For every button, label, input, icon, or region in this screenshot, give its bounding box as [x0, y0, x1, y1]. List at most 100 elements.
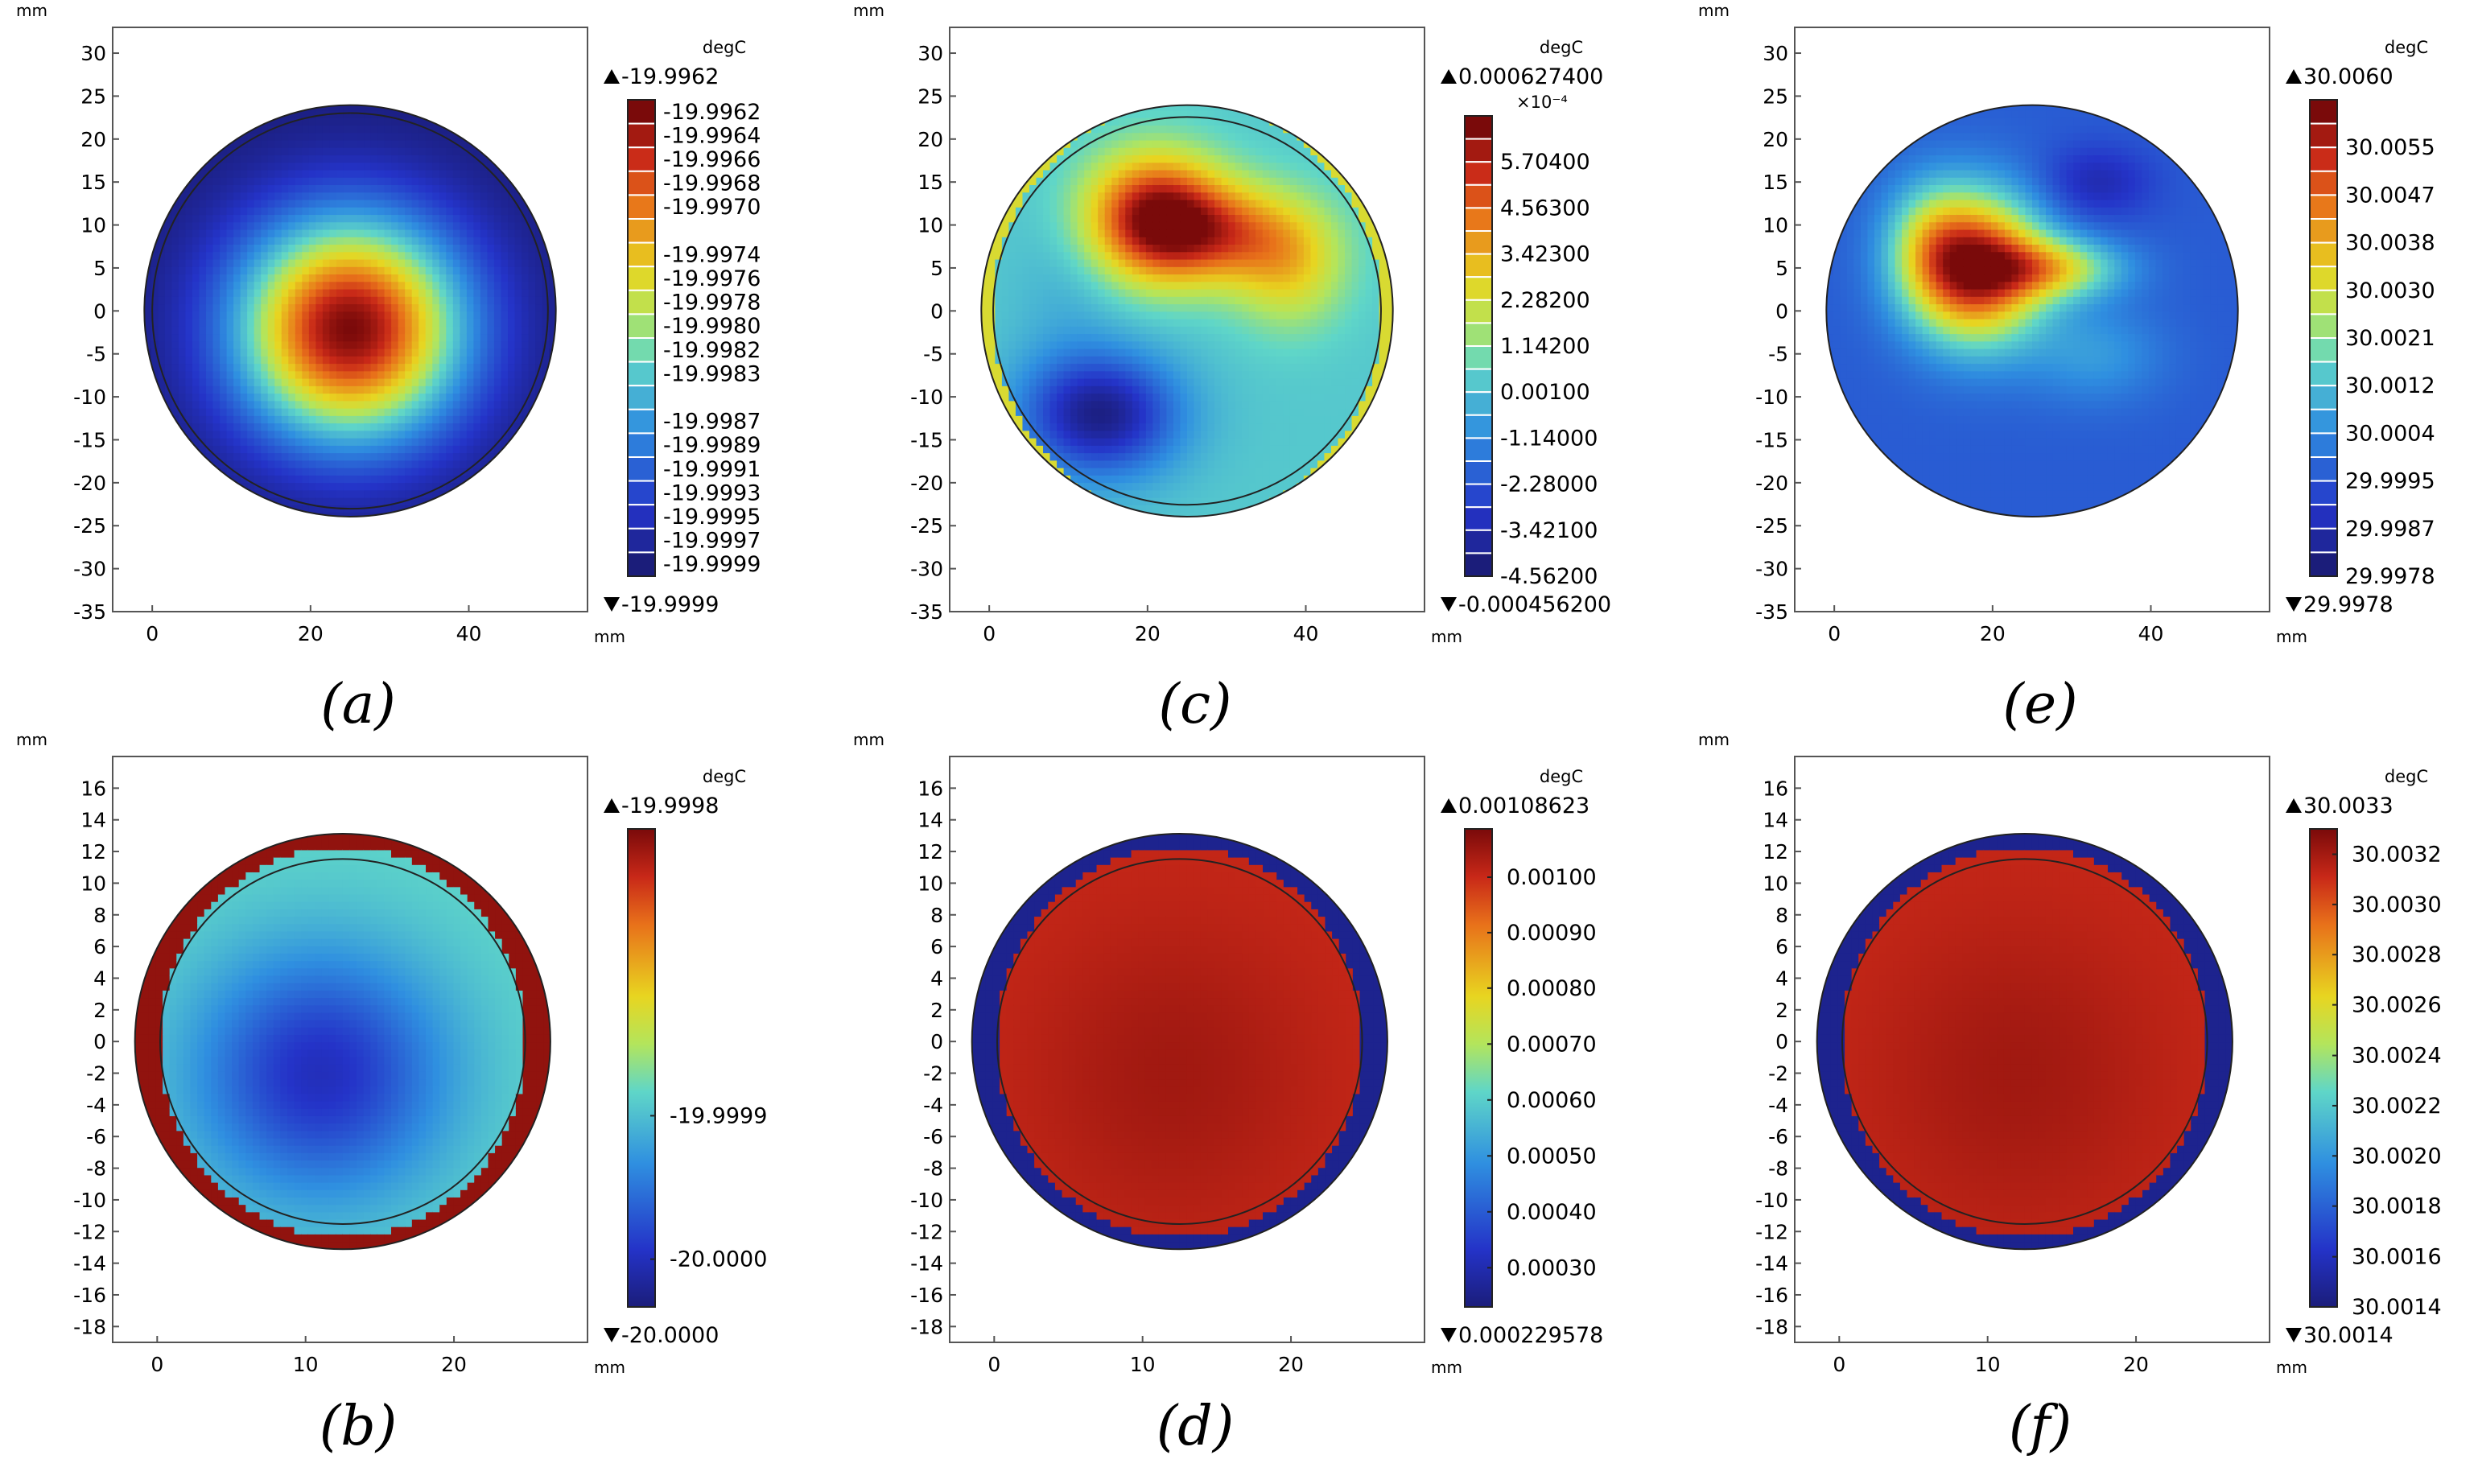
colorbar-tick-label: -19.9980 — [663, 314, 761, 339]
colorbar-level — [2310, 410, 2337, 434]
max-triangle-icon — [604, 69, 620, 84]
y-tick-label: 30 — [917, 42, 943, 65]
y-axis-unit: mm — [853, 730, 884, 749]
colorbar-unit: degC — [2385, 767, 2428, 786]
colorbar-level — [2310, 457, 2337, 481]
colorbar-unit: degC — [703, 767, 746, 786]
y-tick-label: 15 — [80, 171, 106, 194]
colorbar-tick-label: -19.9982 — [663, 338, 761, 363]
colorbar-tick-label: 30.0022 — [2352, 1094, 2442, 1119]
y-tick-label: 16 — [917, 777, 943, 800]
colorbar-level — [2310, 433, 2337, 457]
colorbar-min-label: 30.0014 — [2303, 1323, 2393, 1348]
y-tick-label: 20 — [917, 128, 943, 151]
colorbar-level — [628, 433, 655, 457]
x-axis-unit: mm — [1431, 1358, 1462, 1377]
colorbar-gradient — [2310, 829, 2337, 1307]
colorbar-level — [628, 505, 655, 529]
colorbar-min-label: 29.9978 — [2303, 592, 2393, 617]
x-tick-label: 20 — [1135, 622, 1161, 645]
colorbar-exponent: ×10⁻⁴ — [1516, 93, 1568, 112]
y-tick-label: 8 — [930, 904, 943, 927]
colorbar-tick-label: -19.9995 — [663, 505, 761, 530]
y-tick-label: -20 — [910, 472, 943, 495]
y-tick-label: 0 — [930, 299, 943, 323]
y-tick-label: -5 — [923, 343, 943, 366]
colorbar-level — [628, 243, 655, 267]
colorbar-level — [1465, 553, 1492, 576]
colorbar-tick-label: 30.0032 — [2352, 842, 2442, 867]
y-tick-label: 30 — [80, 42, 106, 65]
colorbar-gradient — [1465, 829, 1492, 1307]
colorbar-tick-label: 4.56300 — [1500, 196, 1590, 221]
y-tick-label: -15 — [73, 428, 106, 451]
colorbar-level — [628, 314, 655, 338]
y-tick-label: -20 — [73, 472, 106, 495]
colorbar-level — [628, 124, 655, 148]
y-tick-label: 25 — [917, 85, 943, 108]
colorbar-tick-label: -19.9983 — [663, 361, 761, 386]
y-tick-label: -14 — [1755, 1252, 1788, 1276]
x-tick-label: 0 — [983, 622, 996, 645]
colorbar-level — [2310, 171, 2337, 196]
panel-caption: (c) — [1158, 673, 1231, 736]
y-tick-label: -8 — [86, 1157, 106, 1181]
panel-caption: (d) — [1157, 1395, 1235, 1458]
colorbar-tick-label: -19.9976 — [663, 266, 761, 291]
colorbar-tick-label: 30.0055 — [2345, 135, 2435, 160]
colorbar-tick-label: 1.14200 — [1500, 334, 1590, 359]
y-tick-label: -15 — [1755, 428, 1788, 451]
colorbar-level — [628, 219, 655, 243]
colorbar-tick-label: 30.0021 — [2345, 326, 2435, 351]
colorbar-level — [1465, 139, 1492, 163]
colorbar-level — [2310, 195, 2337, 219]
y-tick-label: -20 — [1755, 472, 1788, 495]
colorbar-level — [1465, 300, 1492, 324]
y-tick-label: -6 — [923, 1125, 943, 1148]
colorbar-tick-label: 0.00040 — [1507, 1200, 1597, 1225]
colorbar-level — [1465, 461, 1492, 484]
y-tick-label: 25 — [1763, 85, 1788, 108]
colorbar-tick-label: -2.28000 — [1500, 472, 1598, 497]
y-tick-label: -2 — [923, 1062, 943, 1086]
colorbar-max-label: 0.000627400 — [1458, 64, 1603, 89]
colorbar-tick-label: 30.0012 — [2345, 373, 2435, 398]
max-triangle-icon — [604, 798, 620, 813]
colorbar-tick-label: 30.0024 — [2352, 1044, 2442, 1069]
heat-field — [1826, 88, 2238, 535]
colorbar-level — [2310, 481, 2337, 505]
x-tick-label: 20 — [1980, 622, 2006, 645]
colorbar-tick-label: 0.00050 — [1507, 1144, 1597, 1169]
y-axis-unit: mm — [1698, 1, 1730, 20]
y-tick-label: -14 — [910, 1252, 943, 1276]
colorbar-level — [628, 410, 655, 434]
y-tick-label: -25 — [1755, 514, 1788, 538]
x-tick-label: 0 — [1833, 1353, 1845, 1376]
colorbar-level — [2310, 219, 2337, 243]
y-tick-label: -16 — [73, 1284, 106, 1307]
colorbar-max-label: -19.9998 — [621, 794, 719, 818]
y-tick-label: -35 — [910, 600, 943, 624]
colorbar-level — [1465, 369, 1492, 393]
y-tick-label: 0 — [1775, 299, 1788, 323]
colorbar-level — [2310, 385, 2337, 410]
colorbar-level — [1465, 438, 1492, 461]
colorbar-level — [628, 147, 655, 171]
y-tick-label: -10 — [73, 1189, 106, 1212]
x-tick-label: 40 — [1293, 622, 1319, 645]
colorbar-level — [1465, 116, 1492, 139]
colorbar-level — [628, 291, 655, 315]
colorbar-level — [2310, 243, 2337, 267]
colorbar-tick-label: 3.42300 — [1500, 242, 1590, 267]
colorbar-level — [628, 552, 655, 576]
colorbar-tick-label: 0.00080 — [1507, 976, 1597, 1001]
y-tick-label: 8 — [93, 904, 106, 927]
colorbar-tick-label: 30.0016 — [2352, 1245, 2442, 1270]
colorbar-level — [1465, 346, 1492, 369]
x-axis-unit: mm — [594, 627, 625, 646]
y-tick-label: 4 — [930, 967, 943, 990]
colorbar-level — [1465, 323, 1492, 346]
